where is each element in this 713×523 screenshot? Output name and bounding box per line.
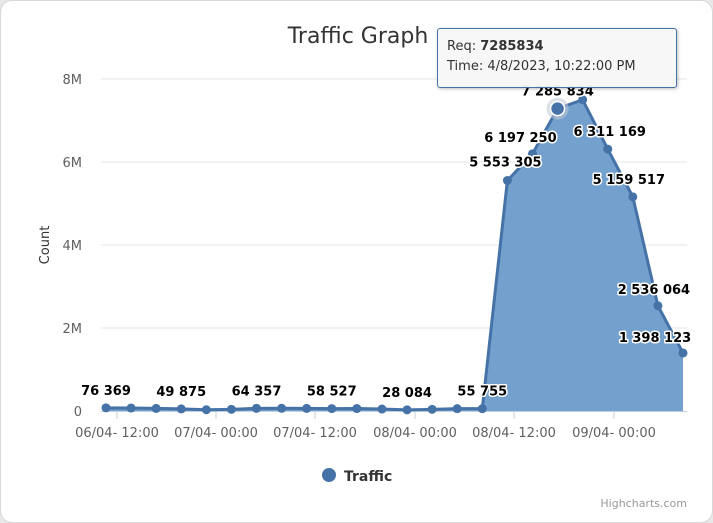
y-tick-label: 0 [74,405,82,420]
x-tick-label: 08/04- 12:00 [472,426,556,441]
data-point[interactable] [678,348,688,358]
credits-link[interactable]: Highcharts.com [600,497,687,510]
data-point[interactable] [101,403,111,413]
data-point[interactable] [603,144,613,154]
x-tick-label: 07/04- 12:00 [273,426,357,441]
data-label: 28 084 [382,386,432,401]
x-tick-label: 09/04- 00:00 [572,426,656,441]
data-point[interactable] [527,149,537,159]
tooltip-req-row: Req: 7285834 [447,37,667,57]
data-label: 2 536 064 [618,283,690,298]
data-point[interactable] [452,404,462,414]
data-label: 55 755 [457,385,507,400]
series-points[interactable] [101,95,688,415]
data-point[interactable] [377,404,387,414]
data-point[interactable] [226,404,236,414]
data-point[interactable] [477,404,487,414]
data-label: 6 197 250 [484,131,556,146]
legend-item-traffic[interactable]: Traffic [344,469,392,485]
data-point[interactable] [252,403,262,413]
y-tick-label: 8M [63,73,83,88]
data-point[interactable] [176,404,186,414]
series-traffic[interactable] [105,98,685,412]
tooltip-req-label: Req: [447,39,477,54]
y-axis-label: Count [38,226,53,265]
data-point[interactable] [327,404,337,414]
data-point[interactable] [201,405,211,415]
x-tick-label: 07/04- 00:00 [174,426,258,441]
data-point-highlighted[interactable] [549,100,566,117]
data-label: 49 875 [156,385,206,400]
data-label: 6 311 169 [574,125,646,140]
data-label: 5 553 305 [469,156,541,171]
y-tick-label: 2M [63,322,83,337]
data-point[interactable] [502,176,512,186]
x-tick-label: 08/04- 00:00 [373,426,457,441]
y-tick-label: 4M [63,239,83,254]
tooltip-req-value: 7285834 [480,39,544,54]
y-axis-ticks: 0 2M 4M 6M 8M [63,73,83,420]
tooltip-time-row: Time: 4/8/2023, 10:22:00 PM [447,57,667,77]
data-label: 64 357 [232,384,282,399]
data-point[interactable] [628,192,638,202]
data-label: 76 369 [81,384,131,399]
data-label: 5 159 517 [593,173,665,188]
data-point[interactable] [653,301,663,311]
tooltip-time-label: Time: [447,59,484,74]
chart-title: Traffic Graph [287,24,429,49]
series-area[interactable] [106,99,683,411]
data-point[interactable] [352,404,362,414]
data-labels: 76 369 49 875 64 357 58 527 28 084 55 755 5 55… [80,83,693,402]
legend[interactable]: Traffic [322,468,392,485]
data-label: 58 527 [307,385,357,400]
x-axis: 06/04- 12:00 07/04- 00:00 07/04- 12:00 08/0… [75,411,687,441]
tooltip-time-value: 4/8/2023, 10:22:00 PM [487,59,636,74]
legend-marker[interactable] [322,468,336,482]
x-tick-label: 06/04- 12:00 [75,426,159,441]
data-point[interactable] [302,403,312,413]
data-label: 1 398 123 [619,331,691,346]
data-point[interactable] [126,403,136,413]
data-point[interactable] [277,403,287,413]
data-point[interactable] [578,95,588,105]
data-point[interactable] [151,403,161,413]
data-point[interactable] [402,405,412,415]
tooltip: Req: 7285834 Time: 4/8/2023, 10:22:00 PM [437,28,677,88]
y-tick-label: 6M [63,156,83,171]
data-point[interactable] [427,404,437,414]
